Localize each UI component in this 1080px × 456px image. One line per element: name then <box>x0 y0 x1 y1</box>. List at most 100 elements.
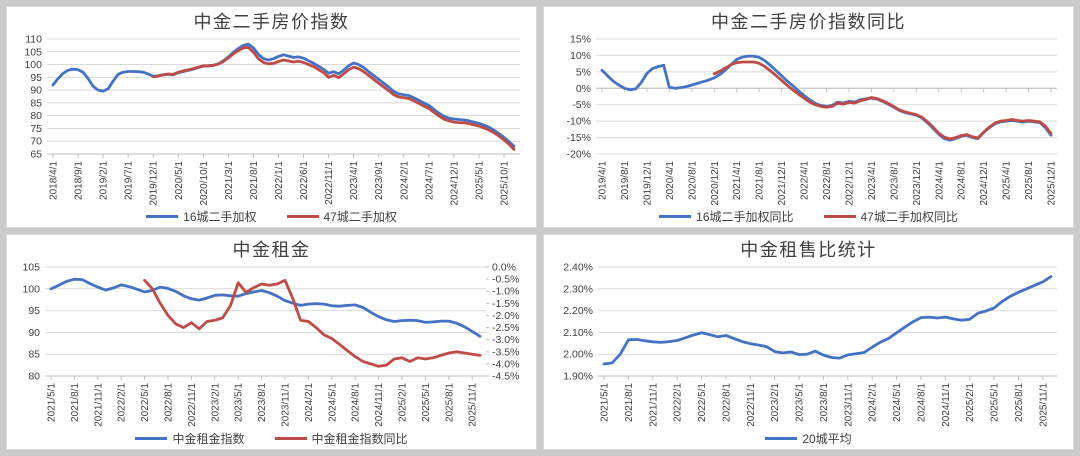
svg-text:105: 105 <box>24 46 42 58</box>
svg-text:2025/5/1: 2025/5/1 <box>474 161 485 200</box>
svg-text:2022/2/1: 2022/2/1 <box>117 383 128 422</box>
rent-ratio-legend: 20城平均 <box>546 428 1071 448</box>
svg-text:2025/5/1: 2025/5/1 <box>421 383 432 422</box>
svg-text:2024/2/1: 2024/2/1 <box>868 383 879 422</box>
svg-text:2022/5/1: 2022/5/1 <box>140 383 151 422</box>
svg-text:80: 80 <box>28 371 40 383</box>
panel-second-hand-price-yoy: 中金二手房价指数同比 15% 10% 5% 0% -5% -10% -15% -20% 2019… <box>543 6 1074 228</box>
svg-text:2023/12/1: 2023/12/1 <box>912 161 923 206</box>
panel-second-hand-price-index: 中金二手房价指数 110 105 100 95 90 85 80 75 70 65 2018/4/1… <box>6 6 537 228</box>
panel-rent-to-price-ratio: 中金租售比统计 2.40% 2.30% 2.20% 2.10% 2.00% 1.90% 20… <box>543 234 1074 450</box>
chart-title-price-index: 中金二手房价指数 <box>193 12 350 32</box>
rent-plot: 105 100 95 90 85 80 0.0%-0.5%-1.0%-1.5%-2.0%-2… <box>22 262 519 427</box>
svg-text:2025/12/1: 2025/12/1 <box>1047 161 1058 206</box>
legend-label: 中金租金指数 <box>172 431 245 446</box>
svg-text:2024/12/1: 2024/12/1 <box>449 161 460 206</box>
svg-text:2018/9/1: 2018/9/1 <box>74 161 85 200</box>
legend-label: 20城平均 <box>802 431 852 446</box>
svg-text:2024/4/1: 2024/4/1 <box>934 161 945 200</box>
svg-text:85: 85 <box>30 97 42 109</box>
svg-text:2024/11/1: 2024/11/1 <box>374 383 385 427</box>
svg-text:2020/12/1: 2020/12/1 <box>710 161 721 206</box>
svg-text:2023/2/1: 2023/2/1 <box>210 383 221 422</box>
svg-text:2025/11/1: 2025/11/1 <box>468 383 479 427</box>
svg-text:95: 95 <box>30 72 42 84</box>
rent-legend: 中金租金指数 中金租金指数同比 <box>9 428 534 448</box>
legend-item: 47城二手加权 <box>286 208 397 225</box>
svg-text:95: 95 <box>28 305 40 317</box>
svg-text:-3.5%: -3.5% <box>492 346 519 358</box>
svg-text:90: 90 <box>28 327 40 339</box>
svg-text:-2.5%: -2.5% <box>492 322 519 334</box>
svg-text:85: 85 <box>28 349 40 361</box>
svg-text:2022/8/1: 2022/8/1 <box>822 161 833 200</box>
svg-text:2025/8/1: 2025/8/1 <box>444 383 455 422</box>
svg-text:2019/7/1: 2019/7/1 <box>124 161 135 200</box>
legend-item: 47城二手加权同比 <box>823 208 958 225</box>
legend-label: 47城二手加权同比 <box>860 209 958 224</box>
svg-text:90: 90 <box>30 85 42 97</box>
svg-text:105: 105 <box>22 262 40 274</box>
svg-text:-3.0%: -3.0% <box>492 334 519 346</box>
legend-item: 16城二手加权同比 <box>659 208 794 225</box>
svg-text:2022/5/1: 2022/5/1 <box>697 383 708 422</box>
svg-text:-2.0%: -2.0% <box>492 310 519 322</box>
svg-text:2023/11/1: 2023/11/1 <box>281 383 292 427</box>
svg-text:2021/4/1: 2021/4/1 <box>732 161 743 200</box>
svg-text:2025/2/1: 2025/2/1 <box>398 383 409 422</box>
svg-text:2.20%: 2.20% <box>563 305 593 317</box>
svg-text:15%: 15% <box>570 34 591 46</box>
svg-text:2023/8/1: 2023/8/1 <box>889 161 900 200</box>
legend-line-swatch <box>765 436 798 440</box>
svg-text:-1.0%: -1.0% <box>492 286 519 298</box>
legend-line-swatch <box>286 214 319 218</box>
svg-text:2018/4/1: 2018/4/1 <box>49 161 60 200</box>
svg-text:2021/11/1: 2021/11/1 <box>648 383 659 427</box>
svg-text:2019/8/1: 2019/8/1 <box>620 161 631 200</box>
legend-item: 中金租金指数 <box>135 430 245 447</box>
svg-text:2023/8/1: 2023/8/1 <box>819 383 830 422</box>
rent-ratio-plot: 2.40% 2.30% 2.20% 2.10% 2.00% 1.90% 2021/5/1 20… <box>563 262 1057 427</box>
svg-text:2020/8/1: 2020/8/1 <box>687 161 698 200</box>
svg-text:2022/4/1: 2022/4/1 <box>800 161 811 200</box>
svg-text:2024/7/1: 2024/7/1 <box>424 161 435 200</box>
legend-item: 中金租金指数同比 <box>274 430 408 447</box>
svg-text:100: 100 <box>22 283 40 295</box>
svg-text:2023/4/1: 2023/4/1 <box>867 161 878 200</box>
chart-title-rent-ratio: 中金租售比统计 <box>740 240 877 260</box>
svg-text:2025/8/1: 2025/8/1 <box>1024 161 1035 200</box>
svg-text:10%: 10% <box>570 50 591 62</box>
chart-title-rent: 中金租金 <box>232 240 311 260</box>
legend-line-swatch <box>146 214 179 218</box>
svg-text:1.90%: 1.90% <box>563 371 593 383</box>
legend-line-swatch <box>823 214 856 218</box>
svg-text:-15%: -15% <box>566 132 591 144</box>
legend-line-swatch <box>274 436 307 440</box>
svg-text:2024/2/1: 2024/2/1 <box>399 161 410 200</box>
svg-text:2025/8/1: 2025/8/1 <box>1014 383 1025 422</box>
legend-line-swatch <box>659 214 692 218</box>
svg-text:2023/11/1: 2023/11/1 <box>843 383 854 427</box>
svg-text:2021/8/1: 2021/8/1 <box>70 383 81 422</box>
svg-text:2022/8/1: 2022/8/1 <box>164 383 175 422</box>
svg-text:2025/4/1: 2025/4/1 <box>1002 161 1013 200</box>
legend-label: 中金租金指数同比 <box>311 431 408 446</box>
legend-item: 16城二手加权 <box>146 208 257 225</box>
svg-text:2019/12/1: 2019/12/1 <box>149 161 160 206</box>
svg-text:2020/4/1: 2020/4/1 <box>665 161 676 200</box>
svg-text:2022/11/1: 2022/11/1 <box>746 383 757 427</box>
price-index-legend: 16城二手加权 47城二手加权 <box>9 206 534 226</box>
price-yoy-plot: 15% 10% 5% 0% -5% -10% -15% -20% 2019/4/1 2019/8/… <box>566 34 1058 206</box>
svg-text:2025/10/1: 2025/10/1 <box>499 161 510 206</box>
chart-title-price-yoy: 中金二手房价指数同比 <box>711 12 906 32</box>
svg-text:2024/8/1: 2024/8/1 <box>916 383 927 422</box>
svg-text:-4.0%: -4.0% <box>492 358 519 370</box>
svg-text:2025/11/1: 2025/11/1 <box>1038 383 1049 427</box>
svg-text:0%: 0% <box>576 83 591 95</box>
svg-text:2019/4/1: 2019/4/1 <box>598 161 609 200</box>
svg-text:2022/12/1: 2022/12/1 <box>844 161 855 206</box>
svg-text:2020/10/1: 2020/10/1 <box>199 161 210 206</box>
svg-text:2024/5/1: 2024/5/1 <box>892 383 903 422</box>
